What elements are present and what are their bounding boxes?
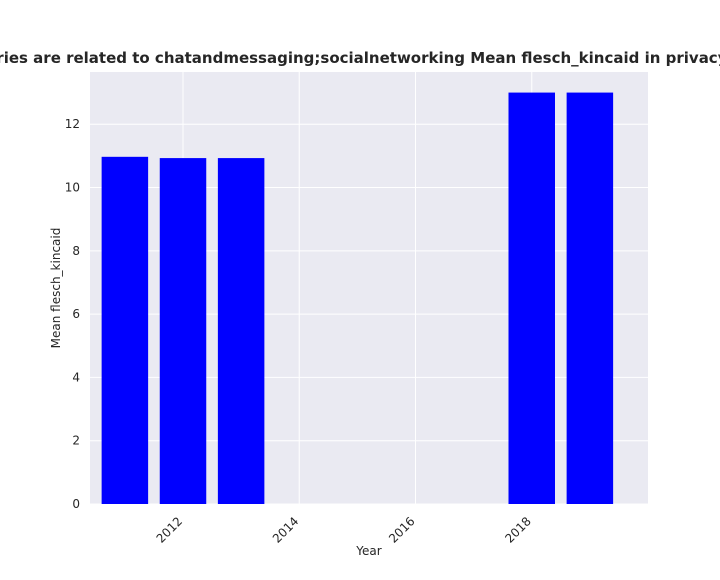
bar	[159, 158, 207, 505]
y-tick-label: 10	[65, 181, 80, 195]
x-tick-label: 2016	[386, 514, 417, 545]
x-tick-label: 2012	[154, 514, 185, 545]
chart-title: egories are related to chatandmessaging;…	[0, 49, 720, 67]
y-tick-label: 0	[72, 497, 80, 511]
bar	[508, 92, 555, 505]
y-tick-label: 6	[72, 307, 80, 321]
bar	[217, 158, 265, 505]
y-tick-label: 4	[72, 370, 80, 384]
x-tick-label: 2014	[270, 514, 301, 545]
bar	[101, 156, 149, 505]
y-tick-label: 8	[72, 244, 80, 258]
y-axis-label: Mean flesch_kincaid	[49, 228, 63, 349]
bars	[101, 92, 614, 505]
x-axis-label: Year	[355, 544, 381, 558]
bar	[566, 92, 614, 505]
y-tick-label: 12	[65, 117, 80, 131]
x-tick-label: 2018	[502, 514, 533, 545]
y-tick-label: 2	[72, 434, 80, 448]
